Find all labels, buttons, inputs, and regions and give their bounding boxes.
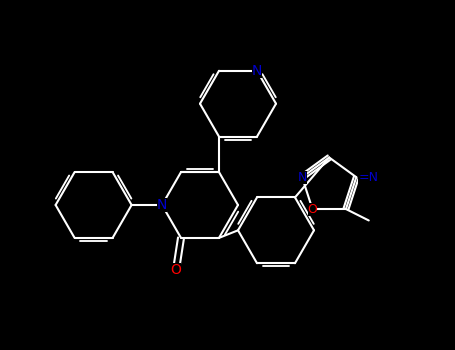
Text: N: N — [298, 171, 307, 184]
Text: N: N — [252, 64, 262, 78]
Text: O: O — [308, 203, 318, 216]
Text: N: N — [157, 198, 167, 212]
Text: O: O — [171, 263, 182, 277]
Text: =N: =N — [358, 171, 378, 184]
